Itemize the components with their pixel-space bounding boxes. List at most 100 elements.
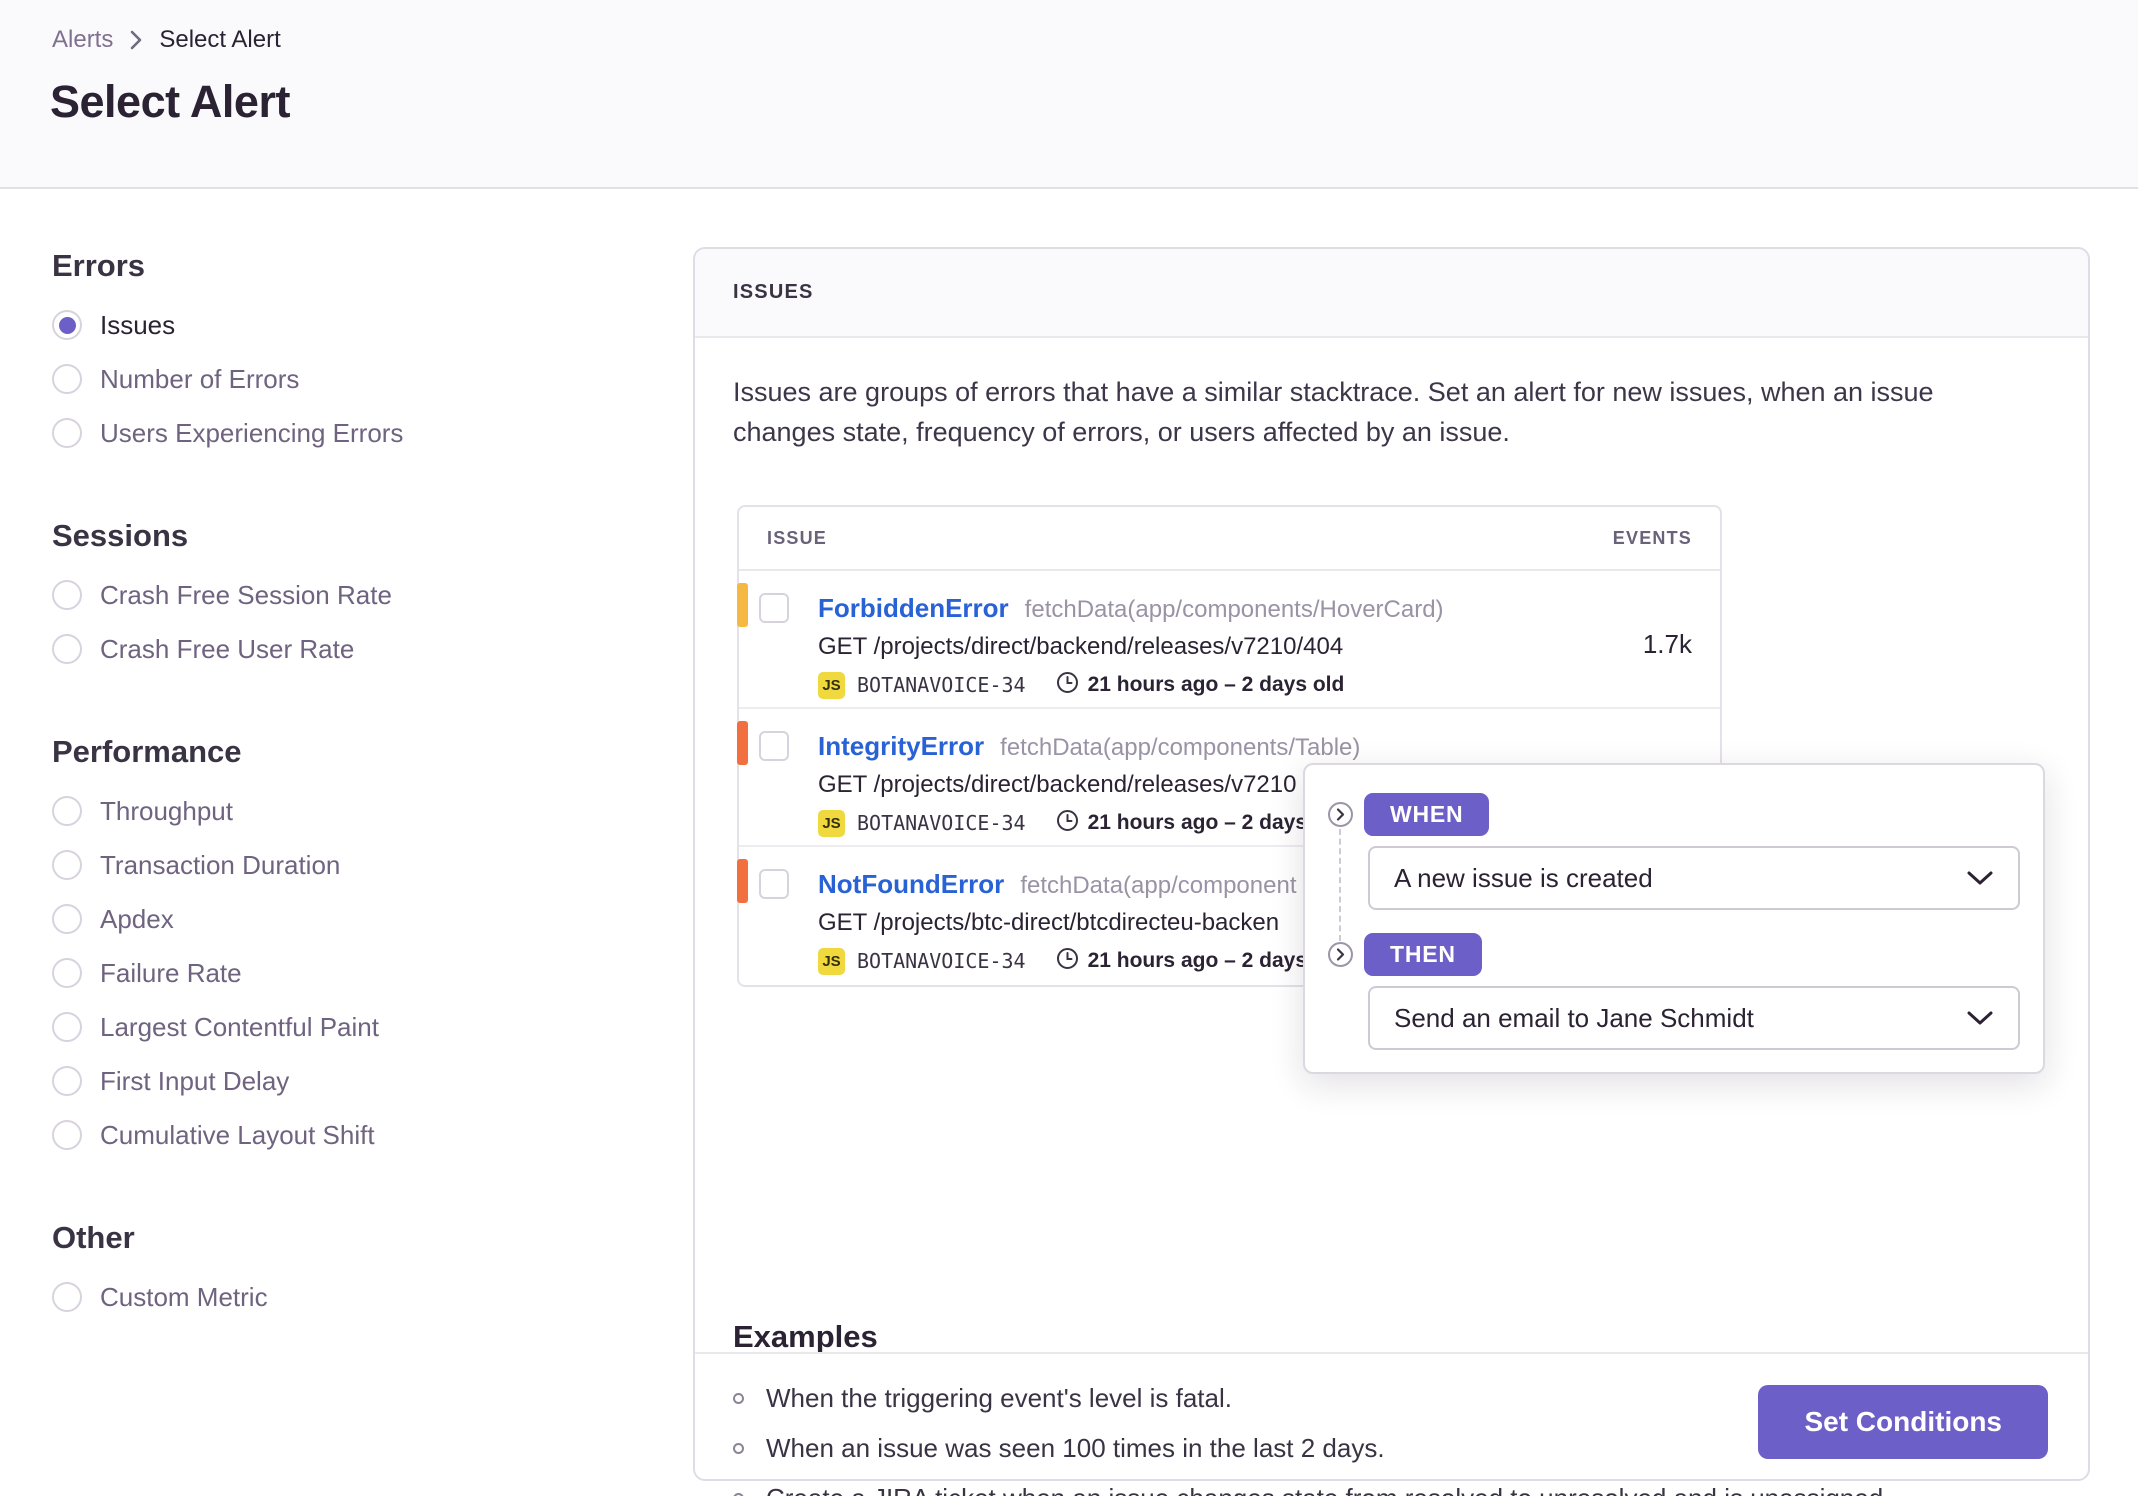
panel-footer: Set Conditions [695,1352,2088,1479]
when-badge: WHEN [1364,793,1490,836]
javascript-platform-icon: JS [818,947,845,975]
chevron-circle-icon [1327,801,1354,828]
section-title-errors: Errors [52,248,146,283]
chevron-down-icon [1966,1010,1994,1027]
issue-checkbox[interactable] [759,593,789,623]
section-title-other: Other [52,1220,135,1255]
radio-label: Failure Rate [100,957,242,988]
then-action-select[interactable]: Send an email to Jane Schmidt [1368,986,2020,1050]
section-sessions: Sessions Crash Free Session Rate Crash F… [52,518,632,676]
radio-icon[interactable] [52,634,82,664]
radio-crash-free-user-rate[interactable]: Crash Free User Rate [52,622,632,676]
radio-icon[interactable] [52,1066,82,1096]
example-text: When the triggering event's level is fat… [766,1382,1232,1413]
radio-icon[interactable] [52,1282,82,1312]
radio-label: Crash Free User Rate [100,633,355,664]
radio-users-experiencing-errors[interactable]: Users Experiencing Errors [52,406,632,460]
radio-failure-rate[interactable]: Failure Rate [52,946,632,1000]
radio-icon[interactable] [52,796,82,826]
clock-icon [1056,671,1079,699]
issue-level-indicator [737,859,748,903]
radio-label: Transaction Duration [100,849,341,880]
breadcrumb-current: Select Alert [159,26,281,53]
page-title: Select Alert [50,76,290,127]
clock-icon [1056,809,1079,837]
issues-table-header: ISSUE EVENTS [739,507,1720,571]
issue-age-group: 21 hours ago – 2 days old [1056,947,1344,975]
issue-name-link[interactable]: NotFoundError [818,869,1005,899]
radio-label: Cumulative Layout Shift [100,1119,375,1150]
radio-icon[interactable] [52,580,82,610]
radio-icon[interactable] [52,850,82,880]
radio-label: Throughput [100,795,233,826]
radio-first-input-delay[interactable]: First Input Delay [52,1054,632,1108]
chevron-circle-icon [1327,941,1354,968]
radio-largest-contentful-paint[interactable]: Largest Contentful Paint [52,1000,632,1054]
column-events: EVENTS [1612,527,1692,548]
radio-custom-metric[interactable]: Custom Metric [52,1270,632,1324]
javascript-platform-icon: JS [818,809,845,837]
radio-icon[interactable] [52,958,82,988]
issue-checkbox[interactable] [759,731,789,761]
radio-icon[interactable] [52,364,82,394]
example-text: Create a JIRA ticket when an issue chang… [766,1483,1890,1496]
issue-culprit: fetchData(app/component [1020,872,1297,899]
radio-icon[interactable] [52,904,82,934]
issue-title-line: NotFoundError fetchData(app/component [818,869,1297,900]
radio-icon[interactable] [52,1120,82,1150]
radio-selected-icon[interactable] [52,310,82,340]
example-item: When an issue was seen 100 times in the … [733,1423,2053,1473]
then-badge: THEN [1364,933,1482,976]
clock-icon [1056,947,1079,975]
examples-title: Examples [733,1319,878,1354]
issue-meta-line: JS BOTANAVOICE-34 21 hours ago – 2 days … [818,947,1344,975]
radio-icon[interactable] [52,1012,82,1042]
issue-row-notfounderror: NotFoundError fetchData(app/component GE… [737,847,1720,985]
radio-label: Custom Metric [100,1281,268,1312]
bullet-icon [733,1392,744,1404]
issue-level-indicator [737,721,748,765]
issue-title-line: IntegrityError fetchData(app/components/… [818,731,1360,762]
issue-meta-line: JS BOTANAVOICE-34 21 hours ago – 2 days … [818,809,1344,837]
section-title-sessions: Sessions [52,518,189,553]
radio-apdex[interactable]: Apdex [52,892,632,946]
issue-age: 21 hours ago – 2 days old [1087,811,1345,834]
when-condition-select[interactable]: A new issue is created [1368,846,2020,910]
examples-list: When the triggering event's level is fat… [733,1373,2053,1496]
breadcrumb-alerts-link[interactable]: Alerts [52,26,114,53]
issues-panel-title: ISSUES [733,281,814,303]
radio-crash-free-session-rate[interactable]: Crash Free Session Rate [52,568,632,622]
issue-events-count: 1.7k [1642,629,1692,659]
issue-short-id: BOTANAVOICE-34 [857,949,1026,973]
examples-section: Examples When the triggering event's lev… [733,1319,2053,1496]
radio-label: Users Experiencing Errors [100,417,404,448]
issue-checkbox[interactable] [759,869,789,899]
radio-cumulative-layout-shift[interactable]: Cumulative Layout Shift [52,1108,632,1162]
section-performance: Performance Throughput Transaction Durat… [52,734,632,1162]
when-condition-value: A new issue is created [1394,862,1653,893]
radio-throughput[interactable]: Throughput [52,784,632,838]
example-item: Create a JIRA ticket when an issue chang… [733,1473,2053,1496]
breadcrumb: Alerts Select Alert [52,26,281,54]
when-then-popup: WHEN A new issue is created THEN Send an… [1303,763,2045,1074]
radio-label: Apdex [100,903,174,934]
issue-row-integrityerror: IntegrityError fetchData(app/components/… [737,709,1720,847]
issue-title-line: ForbiddenError fetchData(app/components/… [818,593,1444,624]
chevron-down-icon [1966,870,1994,887]
issue-name-link[interactable]: IntegrityError [818,731,985,761]
column-issue: ISSUE [767,527,828,548]
issue-meta-line: JS BOTANAVOICE-34 21 hours ago – 2 days … [818,671,1344,699]
radio-label: Issues [100,309,176,340]
page-header: Alerts Select Alert Select Alert [0,0,2138,189]
issue-age: 21 hours ago – 2 days old [1087,673,1345,696]
radio-number-of-errors[interactable]: Number of Errors [52,352,632,406]
section-other: Other Custom Metric [52,1220,632,1324]
issue-age-group: 21 hours ago – 2 days old [1056,671,1345,699]
set-conditions-button[interactable]: Set Conditions [1758,1385,2048,1459]
radio-transaction-duration[interactable]: Transaction Duration [52,838,632,892]
radio-issues[interactable]: Issues [52,298,632,352]
radio-icon[interactable] [52,418,82,448]
issue-name-link[interactable]: ForbiddenError [818,593,1009,623]
then-action-value: Send an email to Jane Schmidt [1394,1002,1754,1033]
